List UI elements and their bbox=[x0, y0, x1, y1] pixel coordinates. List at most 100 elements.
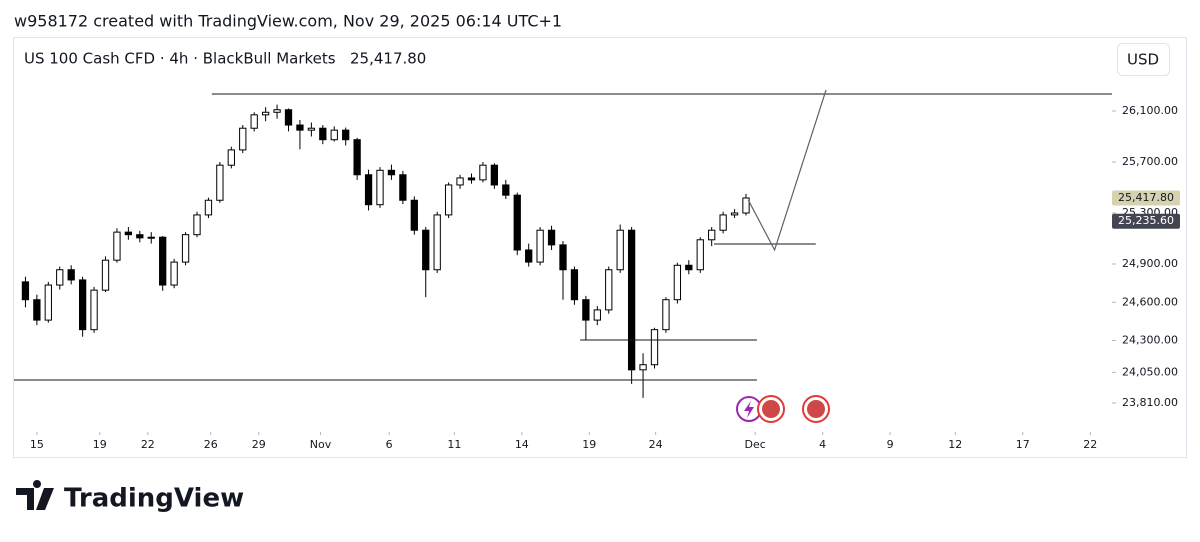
candle-body bbox=[479, 164, 487, 181]
candle-body bbox=[399, 174, 407, 201]
candle-body bbox=[124, 231, 133, 236]
y-tick-label: 26,100.00 bbox=[1122, 104, 1178, 117]
price-tag bbox=[1112, 213, 1180, 229]
candle-body bbox=[513, 194, 521, 251]
x-tick-label: 19 bbox=[93, 438, 107, 451]
candle-body bbox=[261, 111, 270, 116]
x-tick-label: 6 bbox=[386, 438, 393, 451]
x-tick-label: 17 bbox=[1016, 438, 1030, 451]
x-tick-label: 15 bbox=[30, 438, 44, 451]
logo-mark bbox=[16, 480, 54, 510]
candle-body bbox=[502, 184, 510, 196]
candle-body bbox=[113, 231, 121, 261]
candle-body bbox=[78, 279, 87, 331]
event-symbol bbox=[744, 401, 754, 418]
last-price: 25,417.80 bbox=[350, 50, 426, 68]
candle-body bbox=[730, 212, 739, 216]
candle-body bbox=[559, 244, 567, 271]
candle-body bbox=[593, 309, 601, 321]
candle-body bbox=[639, 364, 647, 371]
candle-body bbox=[536, 229, 544, 263]
candle-body bbox=[708, 229, 716, 241]
y-tick-label: 24,300.00 bbox=[1122, 334, 1178, 347]
candle-body bbox=[467, 177, 476, 181]
candle-body bbox=[147, 236, 155, 239]
chart-frame bbox=[13, 37, 1187, 458]
candle-body bbox=[307, 127, 316, 131]
candle-body bbox=[605, 269, 613, 311]
candle-body bbox=[456, 177, 464, 186]
price-tag-label: 25,235.60 bbox=[1118, 214, 1174, 227]
x-tick-label: 12 bbox=[948, 438, 962, 451]
candle-body bbox=[422, 229, 430, 271]
y-tick-label: 24,900.00 bbox=[1122, 257, 1178, 270]
candle-body bbox=[547, 229, 556, 246]
candle-body bbox=[410, 199, 418, 231]
candle-body bbox=[284, 109, 293, 126]
candle-body bbox=[570, 269, 579, 301]
candle-body bbox=[742, 197, 750, 214]
candle-body bbox=[159, 236, 167, 286]
x-tick-label: 14 bbox=[515, 438, 529, 451]
x-tick-label: Nov bbox=[310, 438, 332, 451]
y-tick-label: 24,050.00 bbox=[1122, 365, 1178, 378]
candle-body bbox=[44, 284, 52, 321]
candle-body bbox=[376, 169, 384, 206]
x-tick-label: 26 bbox=[204, 438, 218, 451]
candle-body bbox=[673, 264, 682, 301]
candle-body bbox=[193, 214, 201, 236]
x-tick-label: 29 bbox=[252, 438, 266, 451]
event-icons bbox=[736, 395, 830, 423]
event-flag bbox=[807, 400, 825, 418]
candle-body bbox=[650, 329, 659, 366]
logo: TradingView bbox=[16, 480, 244, 514]
x-tick-label: 4 bbox=[819, 438, 826, 451]
plot: 23,810.00 24,050.00 24,300.00 24,600.00 24,9… bbox=[14, 89, 1180, 451]
candle-body bbox=[353, 139, 361, 176]
candle-body bbox=[444, 184, 453, 216]
candle-body bbox=[319, 127, 327, 141]
candle-body bbox=[433, 214, 441, 271]
candle-body bbox=[616, 229, 624, 271]
logo-text: TradingView bbox=[64, 484, 244, 514]
candle-body bbox=[90, 289, 98, 331]
candle-body bbox=[490, 164, 499, 186]
symbol: US 100 Cash CFD · 4h · BlackBull Markets bbox=[24, 50, 336, 68]
projection bbox=[747, 89, 827, 252]
candle-body bbox=[21, 281, 30, 301]
currency-button[interactable] bbox=[1117, 43, 1170, 76]
x-tick-label: Dec bbox=[745, 438, 766, 451]
candle-body bbox=[662, 299, 670, 331]
candle-body bbox=[387, 169, 396, 176]
candle-body bbox=[719, 214, 727, 231]
candle-body bbox=[101, 259, 110, 291]
x-tick-label: 9 bbox=[887, 438, 894, 451]
x-tick-label: 24 bbox=[649, 438, 663, 451]
x-tick-label: 22 bbox=[141, 438, 155, 451]
price-tag bbox=[1112, 190, 1180, 206]
price-tag-label: 25,417.80 bbox=[1118, 191, 1174, 204]
candle-body bbox=[330, 129, 338, 141]
candle-body bbox=[364, 174, 373, 206]
candle-body bbox=[685, 264, 693, 271]
candle-body bbox=[67, 269, 75, 281]
candle-body bbox=[136, 234, 144, 239]
candle-body bbox=[342, 129, 350, 141]
candle-body bbox=[273, 109, 281, 113]
candle-body bbox=[250, 114, 258, 129]
x-tick-label: 11 bbox=[447, 438, 461, 451]
candle-body bbox=[239, 127, 247, 151]
candle-body bbox=[204, 199, 213, 216]
x-tick-label: 22 bbox=[1083, 438, 1097, 451]
currency-label[interactable]: USD bbox=[1127, 51, 1159, 69]
candle-body bbox=[56, 269, 64, 286]
candle-body bbox=[170, 261, 178, 286]
candle-body bbox=[296, 124, 304, 131]
candle-body bbox=[525, 249, 533, 263]
candle-body bbox=[627, 229, 636, 371]
candle-body bbox=[181, 234, 190, 263]
candle-body bbox=[216, 164, 224, 201]
x-tick-label: 19 bbox=[582, 438, 596, 451]
y-tick-label: 24,600.00 bbox=[1122, 295, 1178, 308]
